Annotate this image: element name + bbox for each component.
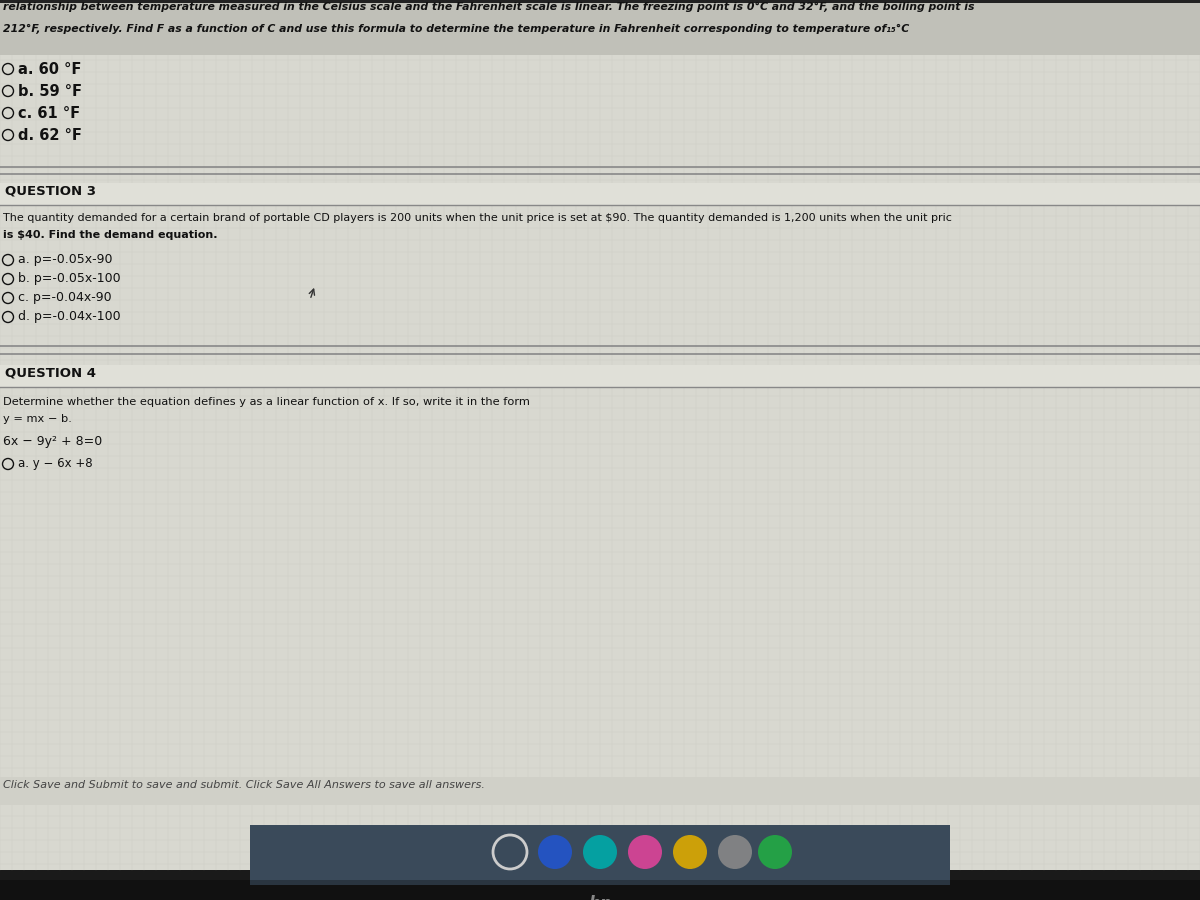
Text: 212°F, respectively. Find F as a function of C and use this formula to determine: 212°F, respectively. Find F as a functio… <box>2 24 910 34</box>
Circle shape <box>718 835 752 869</box>
Circle shape <box>673 835 707 869</box>
Text: a. p=-0.05x-90: a. p=-0.05x-90 <box>18 253 113 266</box>
Bar <box>0 365 1200 387</box>
Text: relationship between temperature measured in the Celsius scale and the Fahrenhei: relationship between temperature measure… <box>2 2 974 12</box>
Bar <box>0 0 1200 55</box>
Text: d. 62 °F: d. 62 °F <box>18 128 82 143</box>
Text: Click Save and Submit to save and submit. Click Save All Answers to save all ans: Click Save and Submit to save and submit… <box>2 780 485 790</box>
Circle shape <box>538 835 572 869</box>
Text: b. p=-0.05x-100: b. p=-0.05x-100 <box>18 272 121 285</box>
Text: QUESTION 4: QUESTION 4 <box>5 367 96 380</box>
Text: hp: hp <box>588 895 612 900</box>
Text: a. y − 6x +8: a. y − 6x +8 <box>18 457 92 470</box>
Text: d. p=-0.04x-100: d. p=-0.04x-100 <box>18 310 121 323</box>
Text: is $40. Find the demand equation.: is $40. Find the demand equation. <box>2 230 217 240</box>
Text: 6x − 9y² + 8=0: 6x − 9y² + 8=0 <box>2 435 102 448</box>
Bar <box>250 880 950 885</box>
Circle shape <box>583 835 617 869</box>
Text: b. 59 °F: b. 59 °F <box>18 84 82 99</box>
Text: c. p=-0.04x-90: c. p=-0.04x-90 <box>18 291 112 304</box>
Bar <box>0 880 1200 900</box>
Text: y = mx − b.: y = mx − b. <box>2 414 72 424</box>
Bar <box>0 183 1200 205</box>
Text: a. 60 °F: a. 60 °F <box>18 62 82 77</box>
Bar <box>0 777 1200 805</box>
Bar <box>250 825 950 880</box>
Text: c. 61 °F: c. 61 °F <box>18 106 80 121</box>
Circle shape <box>758 835 792 869</box>
Text: Determine whether the equation defines y as a linear function of x. If so, write: Determine whether the equation defines y… <box>2 397 530 407</box>
Text: QUESTION 3: QUESTION 3 <box>5 185 96 198</box>
Circle shape <box>628 835 662 869</box>
Text: The quantity demanded for a certain brand of portable CD players is 200 units wh: The quantity demanded for a certain bran… <box>2 213 952 223</box>
Bar <box>0 0 1200 3</box>
